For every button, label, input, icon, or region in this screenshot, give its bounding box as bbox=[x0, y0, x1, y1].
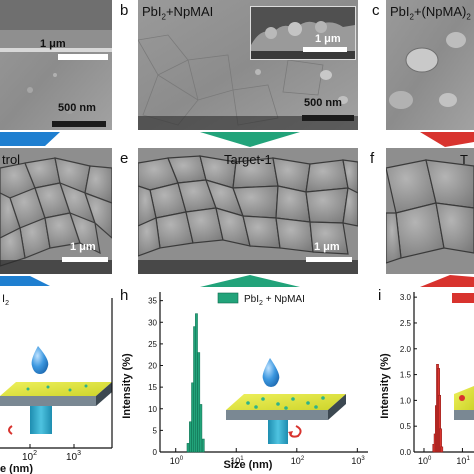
y-tick-label-h: 10 bbox=[148, 405, 157, 414]
x-tick-label-h: 100 bbox=[170, 456, 184, 466]
arrow-strip-1 bbox=[0, 132, 474, 147]
x-tick-g-1: 102 bbox=[22, 450, 37, 463]
up-arrow-blue bbox=[0, 276, 50, 286]
plot-area-h: 0 5 10 15 20 25 30 35 100 101 102 103 bbox=[148, 292, 368, 466]
legend-label-g: I2 bbox=[2, 293, 9, 307]
y-tick-label-i: 2.5 bbox=[400, 319, 412, 328]
y-tick-label-h: 20 bbox=[148, 362, 157, 371]
y-tick-label-i: 1.0 bbox=[400, 396, 412, 405]
y-tick-label-i: 1.5 bbox=[400, 371, 412, 380]
up-arrow-green bbox=[200, 275, 300, 287]
bar-h bbox=[201, 438, 205, 453]
scalebar-a bbox=[52, 121, 106, 127]
panel-letter-b-outer: b bbox=[120, 2, 129, 19]
x-tick-label-h: 103 bbox=[351, 456, 365, 466]
x-tick-label-h: 101 bbox=[230, 456, 244, 466]
inset-scale-label-b: 1 μm bbox=[315, 33, 341, 45]
down-arrow-blue bbox=[0, 132, 60, 146]
y-tick-label-h: 0 bbox=[153, 448, 158, 457]
bar-h bbox=[189, 421, 192, 453]
y-tick-label-i: 0.5 bbox=[400, 422, 412, 431]
sem-texture-b bbox=[138, 0, 358, 130]
x-tick-label-i: 101 bbox=[456, 456, 470, 466]
legend-swatch-h bbox=[217, 292, 239, 304]
x-tick-g-2: 103 bbox=[66, 450, 81, 463]
film-substrate-i bbox=[454, 386, 474, 420]
bar-h bbox=[195, 313, 198, 453]
panel-letter-i: i bbox=[378, 287, 381, 304]
panel-letter-c: c bbox=[372, 2, 380, 19]
panel-letter-h: h bbox=[120, 287, 128, 304]
down-arrow-red bbox=[420, 132, 474, 147]
y-tick-label-h: 25 bbox=[148, 340, 157, 349]
grain-texture-f bbox=[386, 148, 474, 274]
panel-title-c: PbI2+(NpMA)2 bbox=[390, 4, 471, 22]
legend-label-h: PbI2 + NpMAI bbox=[244, 294, 305, 307]
y-tick-label-i: 0.0 bbox=[400, 448, 412, 457]
y-tick-label-h: 30 bbox=[148, 318, 157, 327]
scalebar-e bbox=[306, 257, 352, 262]
scale-label-e: 1 μm bbox=[314, 241, 340, 253]
y-tick-label-i: 2.0 bbox=[400, 345, 412, 354]
panel-i: i Intensity (%) 0.0 0.5 1.0 1.5 2.0 2.5 3.0 100… bbox=[378, 287, 474, 466]
inset-scalebar-a bbox=[58, 54, 108, 60]
scale-label-a: 500 nm bbox=[58, 102, 96, 114]
panel-h: h Intensity (%) 0 5 10 15 20 25 30 35 100 101 102 1… bbox=[120, 287, 368, 471]
scalebar-d bbox=[62, 257, 108, 262]
y-label-h: Intensity (%) bbox=[121, 353, 133, 419]
grain-texture-e bbox=[138, 148, 358, 274]
x-label-g: e (nm) bbox=[0, 463, 33, 474]
scale-label-b: 500 nm bbox=[304, 97, 342, 109]
panel-g: I2 102 103 e (nm) bbox=[0, 293, 113, 474]
panel-title-f: T bbox=[460, 152, 468, 167]
grain-texture-d bbox=[0, 148, 112, 274]
arrow-strip-2 bbox=[0, 275, 474, 287]
water-droplet-icon-h bbox=[262, 358, 280, 387]
x-label-h: Size (nm) bbox=[224, 459, 273, 471]
sem-image-e: 1 μm Target-1 bbox=[138, 148, 358, 274]
plot-area-i: 0.0 0.5 1.0 1.5 2.0 2.5 3.0 100 101 bbox=[400, 292, 474, 466]
bar-h bbox=[199, 404, 203, 453]
y-tick-label-i: 3.0 bbox=[400, 293, 412, 302]
sem-image-f bbox=[386, 148, 474, 274]
sem-image-d: 1 μm trol bbox=[0, 148, 112, 274]
y-label-i: Intensity (%) bbox=[379, 353, 391, 419]
scale-label-d: 1 μm bbox=[70, 241, 96, 253]
bar-h bbox=[197, 352, 201, 453]
water-droplet-icon-g bbox=[31, 346, 49, 374]
sem-texture-c bbox=[386, 0, 474, 130]
y-tick-label-h: 5 bbox=[153, 426, 158, 435]
sem-image-c bbox=[386, 0, 474, 130]
inset-scale-label-a: 1 μm bbox=[40, 38, 66, 50]
y-tick-label-h: 35 bbox=[148, 297, 157, 306]
down-arrow-green bbox=[200, 132, 300, 147]
scalebar-b bbox=[302, 115, 354, 121]
sem-image-b: 1 μm 500 nm b PbI2+NpMAI bbox=[138, 0, 358, 130]
y-tick-label-h: 15 bbox=[148, 383, 157, 392]
legend-swatch-i bbox=[452, 293, 474, 303]
sem-image-a: 1 μm 500 nm bbox=[0, 0, 112, 130]
panel-title-b: PbI2+NpMAI bbox=[142, 4, 214, 22]
panel-title-e: Target-1 bbox=[224, 152, 272, 167]
panel-letter-e: e bbox=[120, 150, 129, 167]
panel-letter-f: f bbox=[370, 150, 375, 167]
panel-title-d: trol bbox=[2, 152, 21, 167]
bar-i bbox=[440, 446, 444, 453]
up-arrow-red bbox=[420, 275, 474, 287]
x-tick-label-i: 100 bbox=[418, 456, 432, 466]
inset-b: 1 μm bbox=[250, 6, 356, 60]
bar-h bbox=[186, 443, 190, 453]
x-tick-label-h: 102 bbox=[291, 456, 305, 466]
film-substrate-h bbox=[226, 394, 346, 444]
sem-texture-a bbox=[0, 0, 112, 130]
film-substrate-g bbox=[0, 382, 112, 435]
